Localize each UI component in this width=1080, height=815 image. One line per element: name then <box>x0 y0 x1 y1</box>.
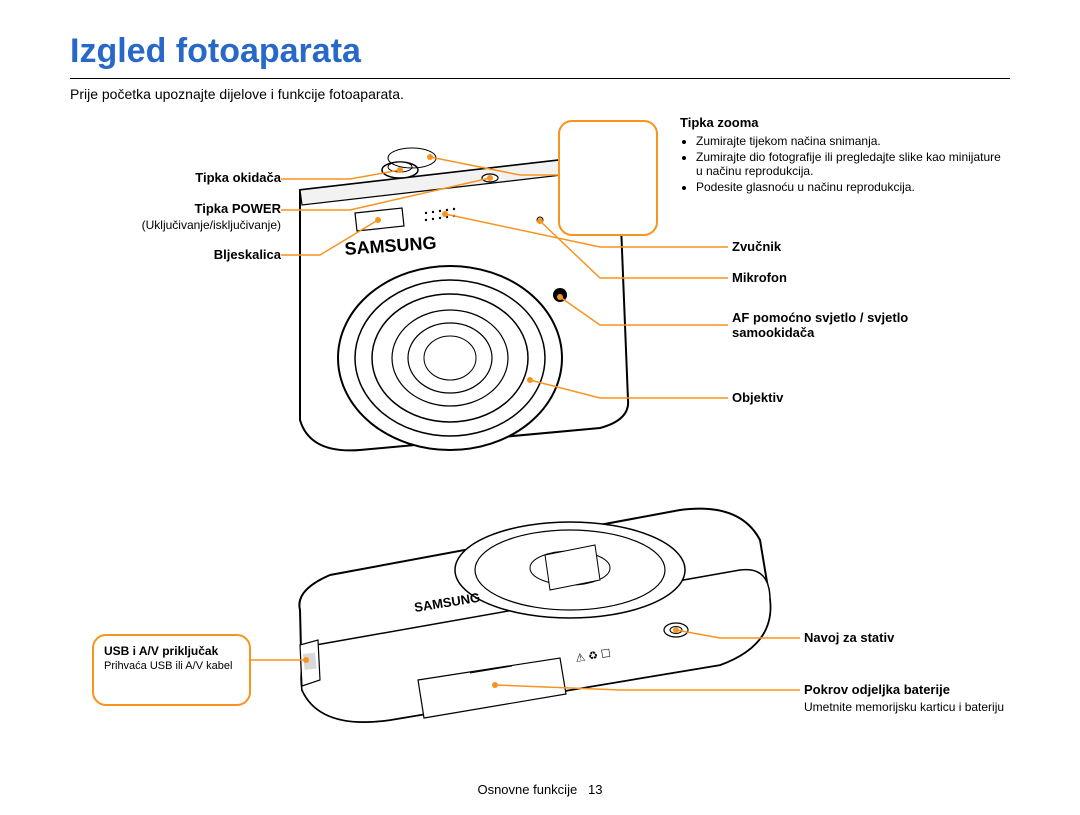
label-lens: Objektiv <box>732 390 783 405</box>
label-mic: Mikrofon <box>732 270 787 285</box>
zoom-bullet-1: Zumirajte dio fotografije ili pregledajt… <box>696 150 1010 178</box>
zoom-detail-box <box>558 120 658 236</box>
page-subtitle: Prije početka upoznajte dijelove i funkc… <box>70 86 404 102</box>
title-underline <box>70 78 1010 79</box>
label-zoom-title: Tipka zooma <box>680 115 759 130</box>
leader-lines <box>225 157 800 690</box>
page: Izgled fotoaparata Prije početka upoznaj… <box>0 0 1080 815</box>
svg-text:SAMSUNG: SAMSUNG <box>413 590 481 615</box>
svg-text:SAMSUNG: SAMSUNG <box>344 233 437 259</box>
label-speaker: Zvučnik <box>732 239 781 254</box>
label-battery: Pokrov odjeljka baterije <box>804 682 950 697</box>
label-shutter: Tipka okidača <box>186 170 281 185</box>
label-power: Tipka POWER <box>186 201 281 216</box>
usb-note: Prihvaća USB ili A/V kabel <box>104 660 239 672</box>
label-af: AF pomoćno svjetlo / svjetlo samookidača <box>732 310 952 340</box>
camera-bottom-drawing: SAMSUNG ⚠ ♻ ☐ <box>299 509 770 722</box>
page-number: 13 <box>588 782 602 797</box>
usb-note-box: USB i A/V priključak Prihvaća USB ili A/… <box>92 634 251 706</box>
label-battery-note: Umetnite memorijsku karticu i bateriju <box>804 700 1004 714</box>
usb-label: USB i A/V priključak <box>104 644 239 658</box>
footer-label: Osnovne funkcije <box>477 782 577 797</box>
zoom-bullet-0: Zumirajte tijekom načina snimanja. <box>696 134 1010 148</box>
page-footer: Osnovne funkcije 13 <box>0 782 1080 797</box>
zoom-bullet-2: Podesite glasnoću u načinu reprodukcija. <box>696 180 1010 194</box>
page-title: Izgled fotoaparata <box>70 32 361 71</box>
zoom-bullets: Zumirajte tijekom načina snimanja. Zumir… <box>680 134 1010 196</box>
label-flash: Bljeskalica <box>186 247 281 262</box>
label-power-note: (Uključivanje/isključivanje) <box>106 218 281 232</box>
svg-text:⚠ ♻ ☐: ⚠ ♻ ☐ <box>575 648 612 665</box>
label-tripod: Navoj za stativ <box>804 630 894 645</box>
